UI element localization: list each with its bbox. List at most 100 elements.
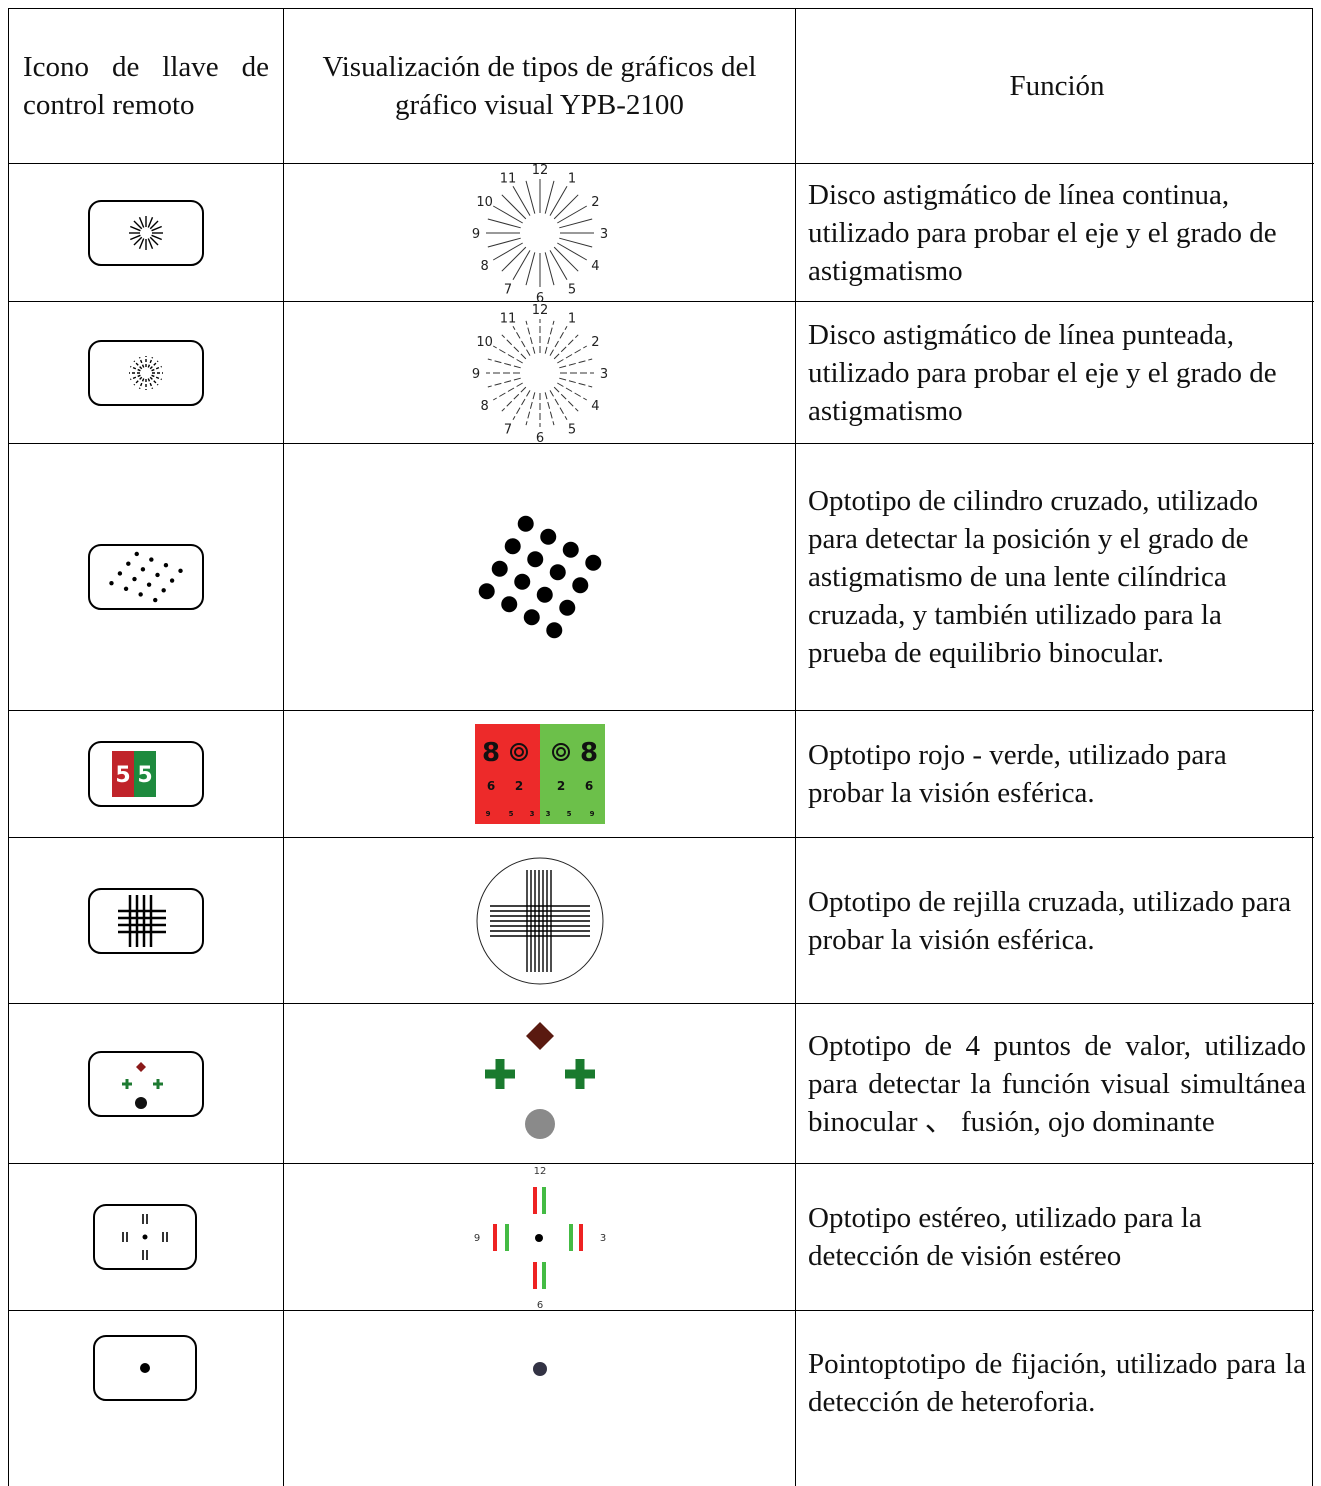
cross-cylinder-chart-part — [478, 515, 601, 639]
dial-line — [487, 218, 521, 228]
chart-cell: 12 1 2 3 4 5 6 7 8 9 10 11 — [284, 163, 796, 306]
chart-cell: 8 8 6 2 2 6 9 5 3 3 5 9 — [284, 711, 796, 838]
dot — [161, 588, 166, 593]
stereo-label: 12 — [533, 1166, 546, 1177]
dot — [549, 564, 566, 581]
icon-ray — [147, 356, 154, 368]
chart-letter: 9 — [589, 810, 594, 818]
dial-line — [558, 218, 592, 228]
icon-ray — [151, 234, 162, 240]
cross-cylinder-chart — [478, 515, 601, 639]
dial-line — [544, 320, 554, 354]
icon-ray — [138, 216, 145, 228]
icon-ray — [138, 377, 145, 389]
remote-icon-part — [129, 215, 163, 250]
dial-line — [549, 185, 567, 216]
dial-number: 4 — [591, 259, 599, 274]
dot — [155, 572, 160, 578]
dial-line — [492, 242, 523, 260]
function-text: Optotipo estéreo, utilizado para la dete… — [808, 1202, 1202, 1272]
dot — [134, 551, 139, 557]
icon-ray — [147, 216, 154, 228]
icon-digit: 5 — [137, 763, 152, 788]
dial-line — [492, 205, 523, 223]
icon-ray — [133, 219, 143, 229]
dial-number: 8 — [480, 399, 488, 414]
dial-line — [558, 358, 592, 368]
dot — [539, 528, 556, 545]
dot — [146, 582, 152, 587]
dial-line — [512, 325, 530, 356]
icon-cell — [9, 302, 284, 444]
icon-ray — [151, 225, 162, 231]
icon-ray — [151, 365, 162, 371]
dial-number: 9 — [471, 227, 479, 242]
function-cell: Optotipo estéreo, utilizado para la dete… — [796, 1164, 1314, 1311]
remote-icon-part — [140, 1363, 150, 1373]
header-text: Visualización de tipos de gráficos del g… — [322, 51, 757, 121]
remote-icon-part — [122, 1078, 163, 1089]
icon-cell — [9, 1164, 284, 1311]
four-dot-chart-part — [525, 1021, 554, 1050]
function-cell: Optotipo de cilindro cruzado, utilizado … — [796, 444, 1314, 711]
icon-ray — [130, 374, 141, 380]
remote-icon — [88, 887, 204, 954]
chart-cell — [284, 1004, 796, 1164]
red-green-chart-part — [513, 747, 524, 757]
chart-letter: 6 — [486, 779, 494, 793]
icon-ray — [133, 236, 143, 246]
chart-letter: 3 — [545, 810, 550, 818]
chart-letter: 9 — [485, 810, 490, 818]
dial-number: 5 — [567, 422, 575, 437]
dial-number: 11 — [499, 311, 516, 326]
red-green-chart: 8 8 6 2 2 6 9 5 3 3 5 9 — [474, 724, 605, 824]
stereo-chart: 12 9 3 6 — [473, 1166, 605, 1311]
icon-ray — [149, 219, 159, 229]
dial-line — [553, 386, 579, 412]
fixation-point-chart — [532, 1362, 547, 1376]
dot — [536, 586, 553, 603]
four-dot-chart-part — [484, 1058, 595, 1089]
dial-line — [558, 377, 592, 387]
header-text: Icono de llave de control remoto — [23, 51, 269, 121]
dial-number: 11 — [499, 171, 516, 186]
header-cell: Visualización de tipos de gráficos del g… — [284, 9, 796, 164]
remote-icon — [88, 199, 204, 266]
dial-number: 9 — [471, 367, 479, 382]
four-dot-chart-part — [524, 1108, 555, 1139]
dial-number: 10 — [476, 335, 493, 350]
dial-line — [556, 345, 587, 363]
stereo-label: 3 — [599, 1233, 605, 1244]
cross-grid-chart-part — [476, 857, 603, 984]
remote-icon-part — [134, 751, 156, 797]
remote-icon-part — [88, 1050, 204, 1117]
dot — [523, 609, 540, 626]
dial-line — [553, 333, 579, 359]
function-text: Pointoptotipo de fijación, utilizado par… — [808, 1348, 1306, 1418]
icon-ray — [149, 236, 159, 246]
dot — [140, 567, 146, 572]
function-cell: Optotipo rojo - verde, utilizado para pr… — [796, 711, 1314, 838]
icon-ray — [149, 376, 159, 386]
dot — [558, 599, 575, 616]
dot — [109, 580, 114, 586]
remote-icon — [93, 1335, 197, 1401]
dial-line — [525, 180, 535, 214]
dot — [584, 554, 601, 571]
remote-icon-part — [122, 1214, 168, 1260]
dot — [132, 576, 137, 582]
icon-ray — [138, 237, 145, 249]
dot — [153, 597, 158, 603]
chart-cell: 12 1 2 3 4 5 6 7 8 9 10 11 — [284, 302, 796, 446]
dial-number: 3 — [599, 227, 607, 242]
red-green-chart-part — [474, 724, 540, 824]
stereo-label: 9 — [473, 1233, 479, 1244]
chart-letter: 5 — [566, 810, 571, 818]
dial-line — [558, 237, 592, 247]
dot — [123, 586, 129, 591]
icon-ray — [130, 225, 141, 231]
dial-line — [553, 193, 579, 219]
cross-grid-chart-part — [489, 869, 590, 972]
dial-line — [500, 193, 526, 219]
chart-letter: 2 — [556, 779, 564, 793]
